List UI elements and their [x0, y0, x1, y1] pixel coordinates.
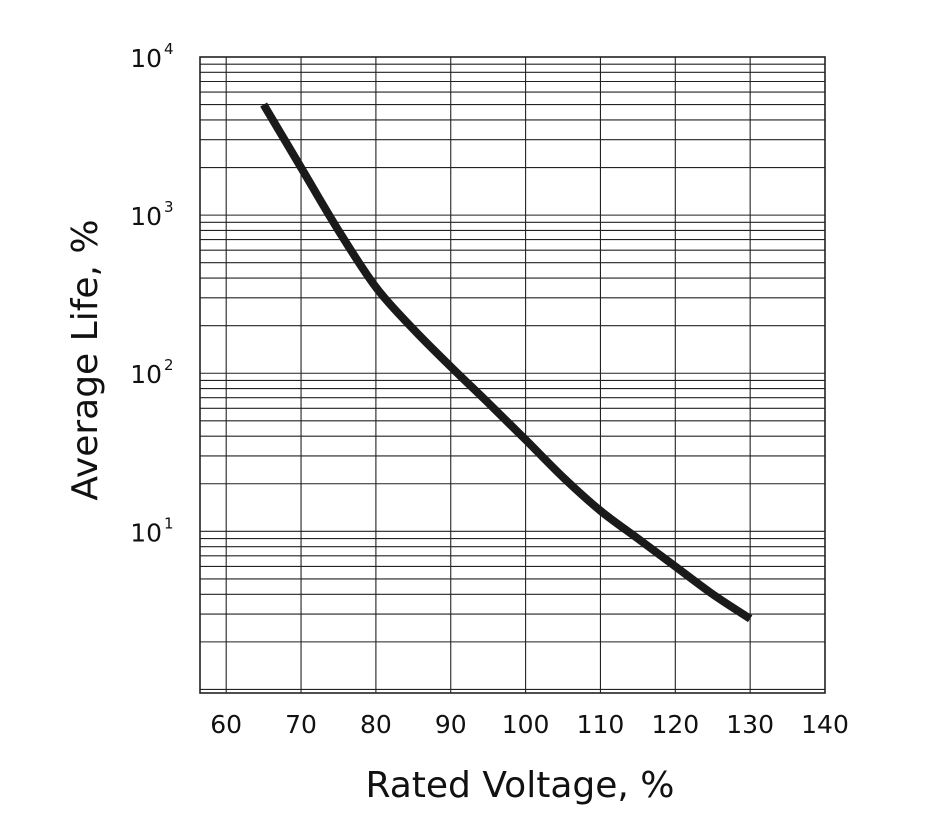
y-tick-base: 10: [130, 202, 162, 231]
y-tick-label: 10 2: [130, 356, 173, 389]
y-tick-base: 10: [130, 44, 162, 73]
y-tick-exponent: 2: [164, 356, 174, 374]
y-tick-exponent: 1: [164, 514, 174, 532]
plot-frame: [199, 56, 826, 694]
y-axis-title: Average Life, %: [65, 219, 106, 500]
x-tick-label: 130: [726, 710, 774, 739]
x-tick-label: 70: [285, 710, 317, 739]
series-layer: [260, 102, 753, 623]
horizontal-gridlines: [200, 63, 825, 691]
y-tick-exponent: 4: [164, 40, 174, 58]
y-tick-label: 10 4: [130, 40, 173, 73]
x-tick-label: 120: [651, 710, 699, 739]
x-tick-label: 100: [502, 710, 550, 739]
y-tick-base: 10: [130, 360, 162, 389]
x-axis-title: Rated Voltage, %: [366, 765, 675, 806]
y-tick-base: 10: [130, 518, 162, 547]
y-tick-label: 10 1: [130, 514, 173, 547]
x-tick-labels: 60 70 80 90 100 110 120 130 140: [210, 710, 849, 739]
series-line-1: [260, 102, 753, 623]
x-tick-label: 80: [360, 710, 392, 739]
y-tick-label: 10 3: [130, 198, 173, 231]
x-tick-label: 60: [210, 710, 242, 739]
y-tick-exponent: 3: [164, 198, 174, 216]
x-tick-label: 140: [801, 710, 849, 739]
x-tick-label: 110: [577, 710, 625, 739]
x-tick-label: 90: [435, 710, 467, 739]
